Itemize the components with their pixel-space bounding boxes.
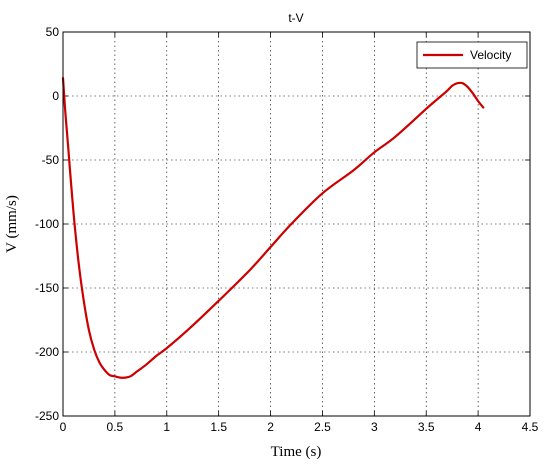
x-tick-label: 2 [267,420,274,434]
x-tick-label: 1.5 [210,420,227,434]
y-tick-labels: 50 0 -50 -100 -150 -200 -250 [35,25,59,423]
plot-frame [62,31,531,417]
x-tick-label: 2.5 [314,420,331,434]
y-tick-label: -150 [35,281,59,295]
x-tick-labels: 0 0.5 1 1.5 2 2.5 3 3.5 4 4.5 [60,420,539,434]
y-tick-label: 50 [46,25,60,39]
x-axis-label: Time (s) [271,444,322,460]
legend-label-velocity: Velocity [470,48,511,62]
x-tick-label: 3.5 [418,420,435,434]
y-tick-label: -50 [42,153,60,167]
y-axis-label: V (mm/s) [4,195,20,253]
chart-title: t-V [288,11,303,25]
x-tick-label: 3 [371,420,378,434]
y-tick-label: -200 [35,345,59,359]
x-tick-label: 4 [475,420,482,434]
series-layer [61,76,485,379]
y-tick-label: 0 [52,89,59,103]
y-tick-label: -100 [35,217,59,231]
x-tick-label: 0.5 [107,420,124,434]
x-tick-label: 4.5 [522,420,539,434]
series-line-velocity [61,76,485,379]
legend: Velocity [416,41,528,69]
x-tick-label: 0 [60,420,67,434]
x-tick-label: 1 [163,420,170,434]
y-tick-label: -250 [35,409,59,423]
grid [63,32,530,416]
